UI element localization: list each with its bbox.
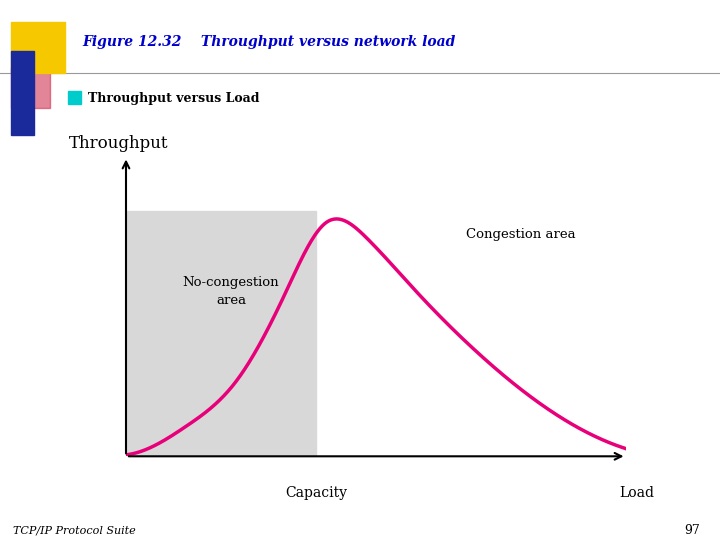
Text: Load: Load (619, 486, 654, 500)
Text: 97: 97 (684, 524, 700, 537)
Bar (11, 51, 34, 135)
Text: Throughput versus Load: Throughput versus Load (88, 92, 259, 105)
Bar (68, 91, 81, 104)
Bar (126, 211, 316, 456)
Text: Capacity: Capacity (285, 486, 347, 500)
Bar (11, 68, 50, 108)
Text: Congestion area: Congestion area (467, 228, 576, 241)
Text: Figure 12.32    Throughput versus network load: Figure 12.32 Throughput versus network l… (83, 35, 456, 49)
Bar (11, 22, 65, 73)
Text: Throughput: Throughput (68, 134, 168, 152)
Text: TCP/IP Protocol Suite: TCP/IP Protocol Suite (13, 525, 135, 535)
Text: No-congestion
area: No-congestion area (183, 276, 279, 307)
